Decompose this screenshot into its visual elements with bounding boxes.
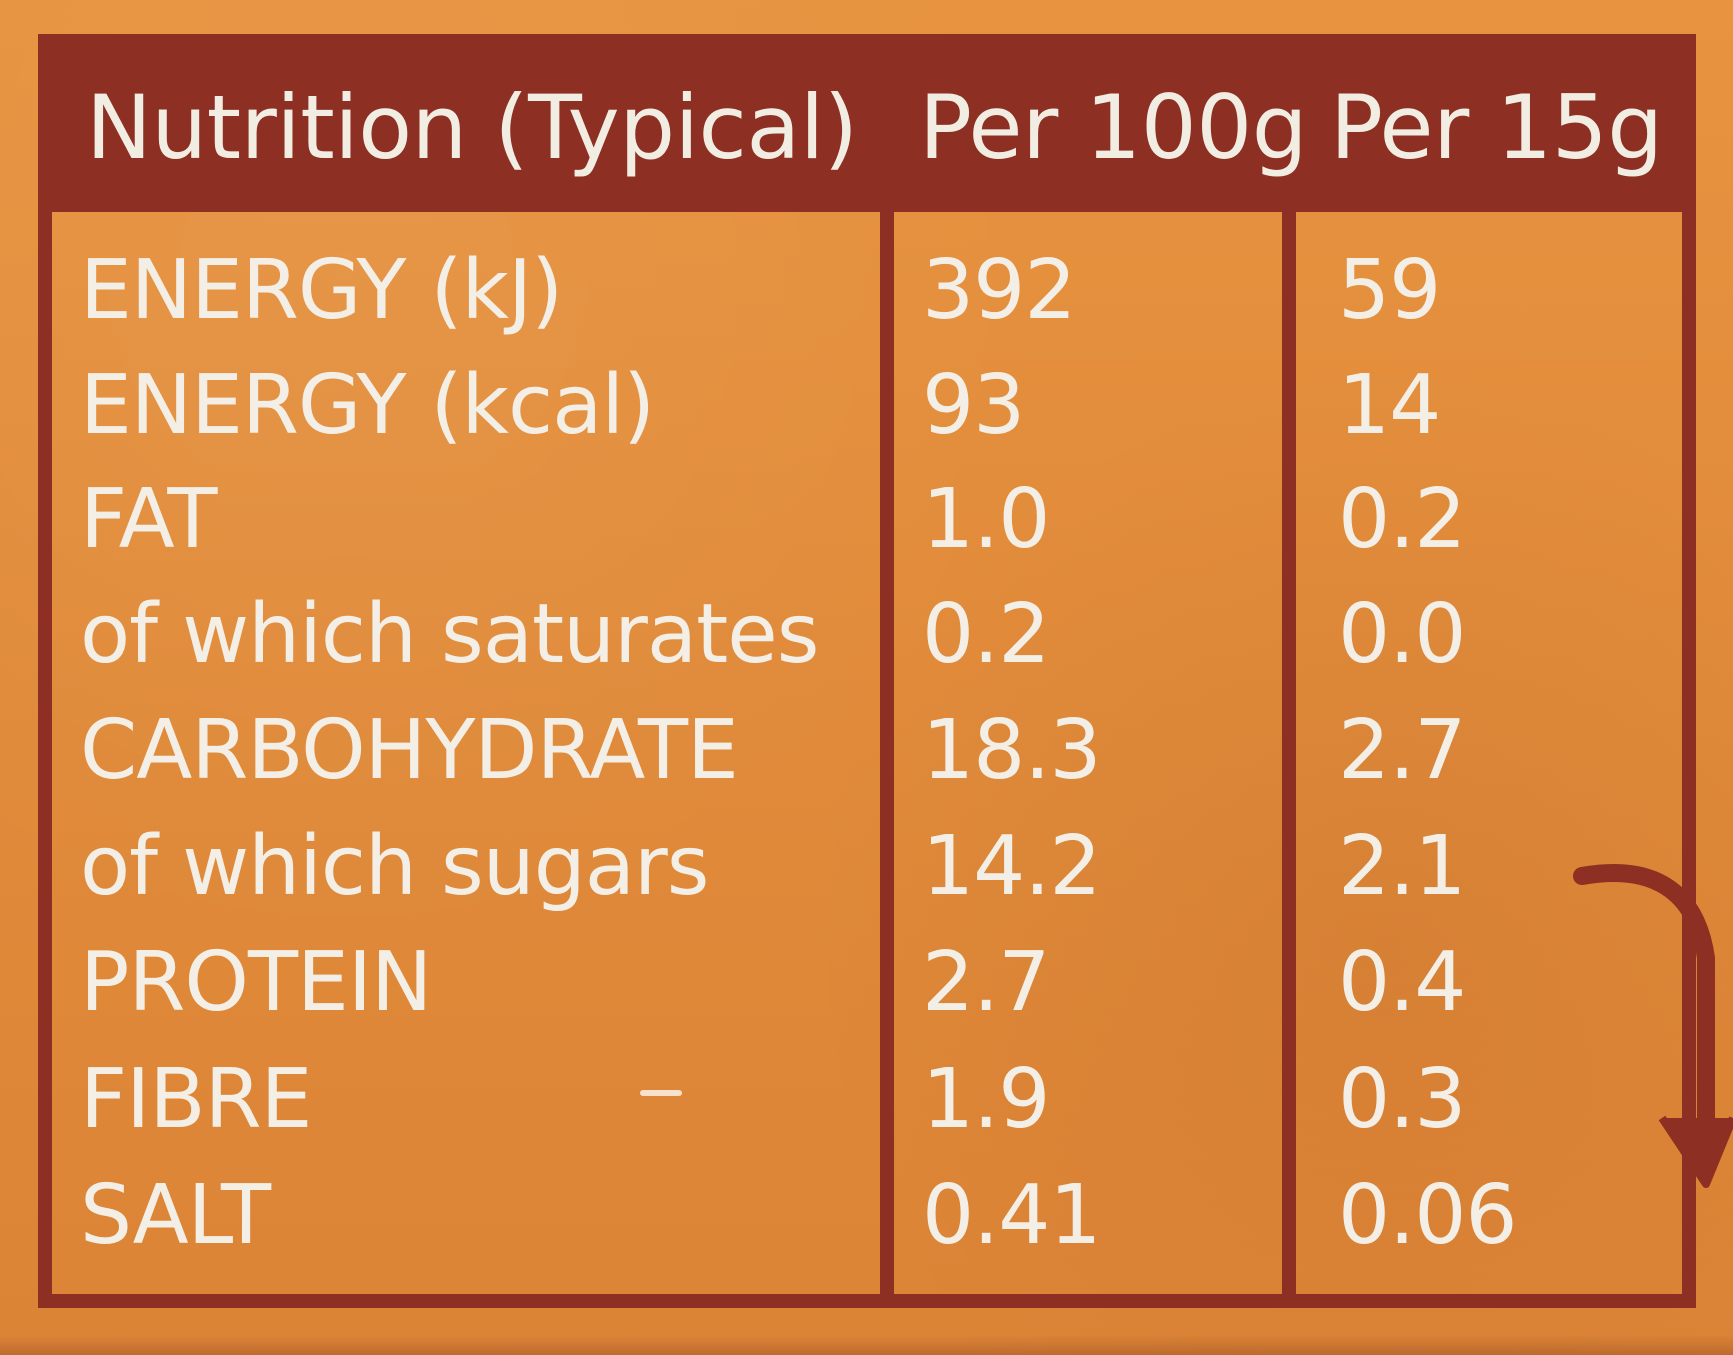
row-value-salt-per-15g: 0.06 xyxy=(1338,1168,1518,1263)
row-value-saturates-per-15g: 0.0 xyxy=(1338,587,1466,682)
nutrition-table-frame xyxy=(38,34,1696,1308)
row-value-carbohydrate-per-15g: 2.7 xyxy=(1338,703,1466,798)
curved-arrow-icon xyxy=(1570,840,1733,1355)
row-value-fat-per-100g: 1.0 xyxy=(922,472,1050,567)
row-value-fibre-per-15g: 0.3 xyxy=(1338,1052,1466,1147)
row-label-energy-kj: ENERGY (kJ) xyxy=(80,243,563,338)
row-value-energy-kj-per-100g: 392 xyxy=(922,243,1077,338)
row-value-carbohydrate-per-100g: 18.3 xyxy=(922,703,1102,798)
table-header-band xyxy=(38,34,1696,212)
row-value-sugars-per-15g: 2.1 xyxy=(1338,819,1466,914)
row-value-protein-per-15g: 0.4 xyxy=(1338,935,1466,1030)
row-value-energy-kcal-per-15g: 14 xyxy=(1338,358,1441,453)
row-label-sugars: of which sugars xyxy=(80,819,709,914)
printed-dash-mark xyxy=(640,1090,682,1096)
row-value-salt-per-100g: 0.41 xyxy=(922,1168,1102,1263)
row-label-saturates: of which saturates xyxy=(80,587,819,682)
header-per-15g: Per 15g xyxy=(1330,76,1663,179)
row-value-fat-per-15g: 0.2 xyxy=(1338,472,1466,567)
column-divider-per-100g xyxy=(880,212,894,1308)
row-value-protein-per-100g: 2.7 xyxy=(922,935,1050,1030)
row-value-saturates-per-100g: 0.2 xyxy=(922,587,1050,682)
row-value-energy-kcal-per-100g: 93 xyxy=(922,358,1025,453)
column-divider-per-15g xyxy=(1282,212,1296,1308)
row-value-fibre-per-100g: 1.9 xyxy=(922,1052,1050,1147)
row-value-sugars-per-100g: 14.2 xyxy=(922,819,1102,914)
row-value-energy-kj-per-15g: 59 xyxy=(1338,243,1441,338)
header-per-100g: Per 100g xyxy=(919,76,1308,179)
row-label-fat: FAT xyxy=(80,472,217,567)
row-label-energy-kcal: ENERGY (kcal) xyxy=(80,358,655,453)
bottom-edge-shadow xyxy=(0,1335,1733,1355)
header-nutrition-label: Nutrition (Typical) xyxy=(86,76,858,179)
row-label-carbohydrate: CARBOHYDRATE xyxy=(80,703,739,798)
row-label-protein: PROTEIN xyxy=(80,935,432,1030)
row-label-salt: SALT xyxy=(80,1168,271,1263)
row-label-fibre: FIBRE xyxy=(80,1052,312,1147)
